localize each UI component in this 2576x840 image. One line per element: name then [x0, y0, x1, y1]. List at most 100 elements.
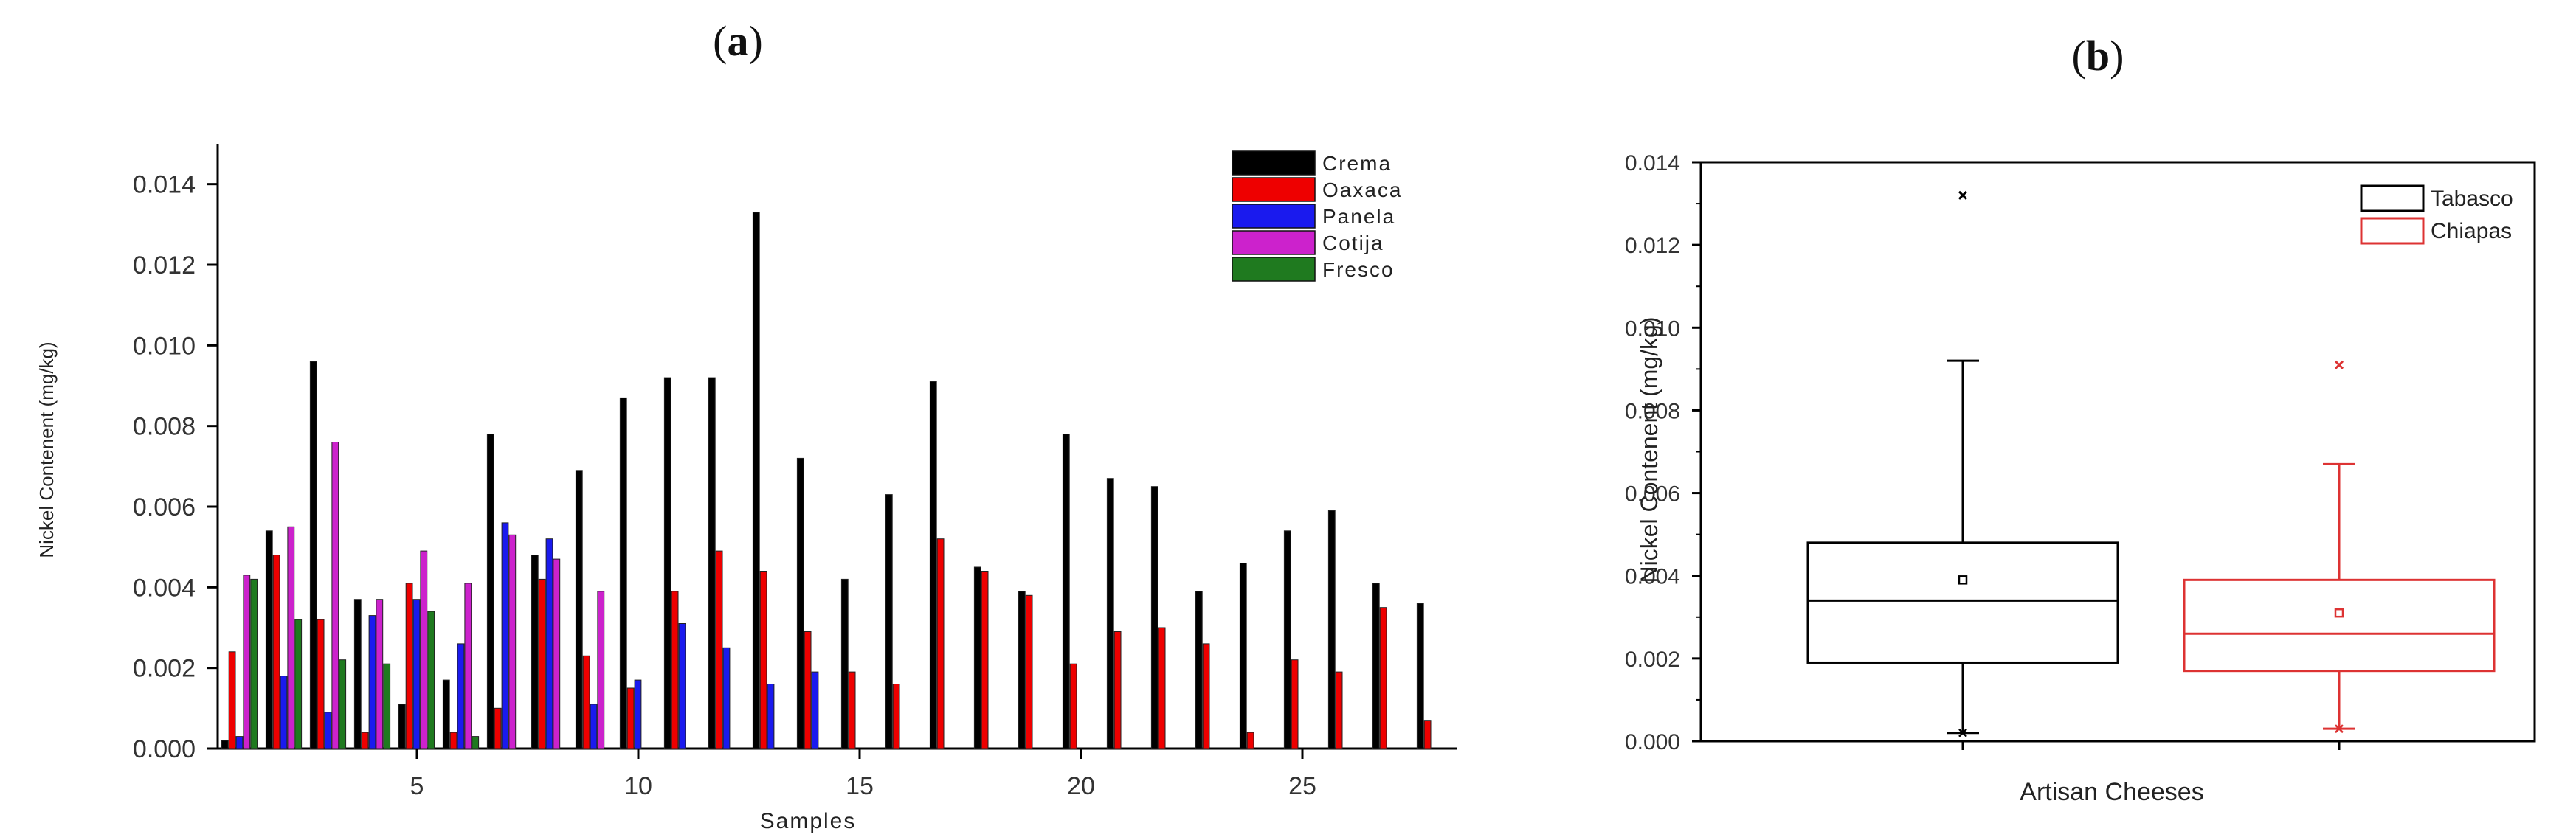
- bar-cotija-sample-5: [420, 550, 428, 749]
- panel-a-x-axis-title: Samples: [760, 809, 857, 833]
- bar-cotija-sample-6: [464, 583, 472, 749]
- bar-oaxaca-sample-12: [715, 550, 723, 749]
- bar-oaxaca-sample-13: [759, 571, 767, 749]
- bar-oaxaca-sample-2: [272, 555, 280, 749]
- bar-oaxaca-sample-20: [1069, 663, 1077, 749]
- bar-panela-sample-12: [722, 647, 731, 749]
- panel-b-y-tick-label: 0.014: [1625, 151, 1680, 176]
- bar-crema-sample-15: [840, 578, 849, 749]
- panel-a-x-tick-label: 15: [846, 772, 874, 800]
- bar-fresco-sample-2: [294, 619, 303, 749]
- panel-a-y-tick-label: 0.014: [133, 171, 196, 199]
- legend-label-oaxaca: Oaxaca: [1322, 178, 1403, 201]
- bar-oaxaca-sample-16: [892, 684, 900, 749]
- bar-crema-sample-1: [221, 740, 229, 749]
- bar-crema-sample-10: [619, 397, 627, 749]
- legend-label-panela: Panela: [1322, 205, 1395, 228]
- bar-panela-sample-10: [634, 679, 642, 749]
- bar-fresco-sample-1: [250, 578, 258, 749]
- legend-swatch-chiapas: [2360, 217, 2425, 245]
- panel-a-y-tick-label: 0.006: [133, 493, 196, 521]
- bar-panela-sample-13: [767, 684, 775, 749]
- bar-crema-sample-21: [1106, 478, 1114, 749]
- box-iqr-tabasco: [1806, 541, 2119, 664]
- panel-a-legend: Crema Oaxaca Panela Cotija Fresco: [1232, 150, 1403, 282]
- bar-fresco-sample-5: [427, 611, 435, 749]
- bar-panela-sample-1: [235, 736, 244, 749]
- bar-crema-sample-25: [1283, 530, 1291, 749]
- bar-crema-sample-6: [442, 679, 450, 749]
- bar-oaxaca-sample-17: [936, 538, 945, 749]
- box-iqr-chiapas: [2183, 578, 2496, 673]
- bar-crema-sample-9: [575, 470, 583, 749]
- bar-oaxaca-sample-5: [405, 583, 413, 749]
- panel-b-y-tick-label: 0.000: [1625, 730, 1680, 754]
- panel-b-y-tick-label: 0.008: [1625, 399, 1680, 423]
- bar-oaxaca-sample-25: [1291, 659, 1299, 749]
- panel-b-boxes: [1806, 190, 2496, 737]
- bar-crema-sample-2: [265, 530, 273, 749]
- bar-crema-sample-18: [973, 566, 981, 749]
- bar-crema-sample-19: [1018, 591, 1026, 749]
- bar-crema-sample-24: [1239, 563, 1247, 749]
- bar-panela-sample-6: [457, 643, 465, 749]
- bar-crema-sample-13: [752, 212, 760, 749]
- bar-oaxaca-sample-14: [804, 631, 812, 749]
- panel-a-bars: [221, 212, 1432, 749]
- bar-panela-sample-4: [368, 615, 376, 749]
- bar-crema-sample-8: [531, 555, 539, 749]
- panel-a-y-tick-label: 0.010: [133, 332, 196, 360]
- bar-fresco-sample-3: [339, 659, 347, 749]
- legend-swatch-oaxaca: [1232, 177, 1316, 202]
- bar-oaxaca-sample-27: [1379, 607, 1387, 749]
- bar-fresco-sample-6: [472, 736, 480, 749]
- panel-a-y-tick-label: 0.002: [133, 655, 196, 683]
- bar-panela-sample-11: [678, 623, 686, 749]
- bar-fresco-sample-4: [383, 663, 391, 749]
- bar-oaxaca-sample-21: [1113, 631, 1122, 749]
- bar-panela-sample-8: [545, 538, 553, 749]
- bar-crema-sample-23: [1195, 591, 1203, 749]
- bar-oaxaca-sample-18: [981, 571, 989, 749]
- legend-label-fresco: Fresco: [1322, 258, 1395, 281]
- panel-a-x-tick-label: 10: [624, 772, 652, 800]
- panel-b-y-tick-label: 0.012: [1625, 234, 1680, 258]
- box-outlier-chiapas: [2334, 360, 2344, 369]
- bar-crema-sample-14: [796, 457, 804, 749]
- bar-oaxaca-sample-11: [671, 591, 679, 749]
- bar-oaxaca-sample-1: [228, 651, 236, 749]
- bar-oaxaca-sample-24: [1246, 732, 1254, 749]
- bar-panela-sample-5: [412, 599, 421, 749]
- bar-cotija-sample-4: [376, 599, 384, 749]
- bar-oaxaca-sample-15: [848, 671, 856, 749]
- bar-oaxaca-sample-23: [1202, 643, 1210, 749]
- bar-panela-sample-2: [280, 676, 288, 749]
- panel-b-label: (b): [2072, 32, 2124, 80]
- bar-oaxaca-sample-8: [538, 578, 546, 749]
- box-mean-chiapas: [2334, 608, 2344, 618]
- bar-oaxaca-sample-9: [582, 655, 590, 749]
- bar-cotija-sample-1: [243, 575, 251, 749]
- legend-swatch-cotija: [1232, 230, 1316, 255]
- bar-panela-sample-14: [811, 671, 819, 749]
- bar-oaxaca-sample-22: [1158, 627, 1166, 749]
- bar-cotija-sample-9: [597, 591, 605, 749]
- bar-crema-sample-17: [929, 381, 937, 749]
- bar-crema-sample-11: [663, 377, 671, 749]
- box-outlier-tabasco: [1958, 190, 1968, 200]
- bar-panela-sample-7: [501, 522, 509, 749]
- bar-crema-sample-3: [309, 361, 317, 749]
- bar-cotija-sample-8: [553, 558, 561, 749]
- bar-panela-sample-3: [324, 712, 332, 749]
- panel-a-label: (a): [713, 17, 763, 65]
- panel-a-y-tick-label: 0.008: [133, 413, 196, 441]
- panel-a-axes: 0.000 0.002 0.004 0.006 0.008 0.010 0.012 0.014…: [133, 144, 1457, 800]
- bar-crema-sample-16: [885, 494, 893, 749]
- legend-swatch-tabasco: [2360, 184, 2425, 212]
- panel-a-y-tick-label: 0.004: [133, 574, 196, 602]
- bar-crema-sample-12: [708, 377, 716, 749]
- bar-cotija-sample-7: [508, 534, 517, 749]
- panel-a-x-tick-label: 20: [1067, 772, 1095, 800]
- legend-label-chiapas: Chiapas: [2431, 219, 2512, 243]
